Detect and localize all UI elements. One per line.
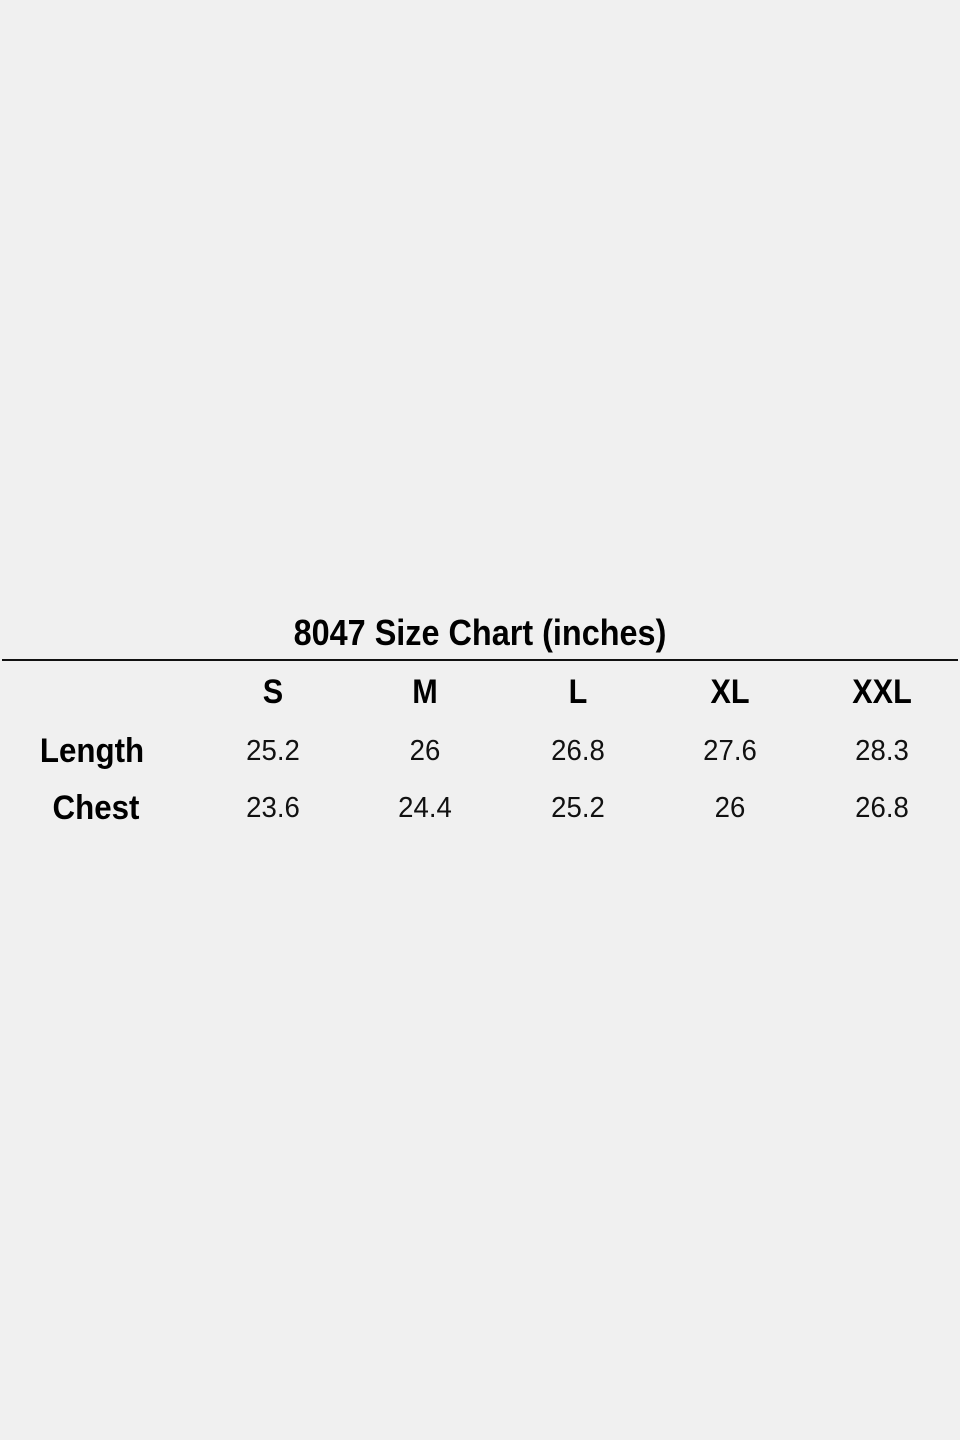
header-divider xyxy=(2,659,958,661)
table-cell: 26 xyxy=(409,735,441,767)
column-header-s: S xyxy=(262,673,284,711)
table-cell: 26.8 xyxy=(855,792,909,824)
column-header-xxl: XXL xyxy=(852,673,912,711)
column-header-l: L xyxy=(568,673,588,711)
table-cell: 24.4 xyxy=(398,792,452,824)
table-cell: 25.2 xyxy=(551,792,605,824)
chart-title: 8047 Size Chart (inches) xyxy=(293,612,667,653)
column-header-xl: XL xyxy=(710,673,750,711)
row-label-chest: Chest xyxy=(52,789,140,827)
column-header-m: M xyxy=(412,673,438,711)
table-cell: 25.2 xyxy=(246,735,300,767)
row-label-length: Length xyxy=(39,732,145,770)
table-cell: 27.6 xyxy=(703,735,757,767)
table-cell: 28.3 xyxy=(855,735,909,767)
table-cell: 26.8 xyxy=(551,735,605,767)
table-cell: 26 xyxy=(714,792,746,824)
table-cell: 23.6 xyxy=(246,792,300,824)
